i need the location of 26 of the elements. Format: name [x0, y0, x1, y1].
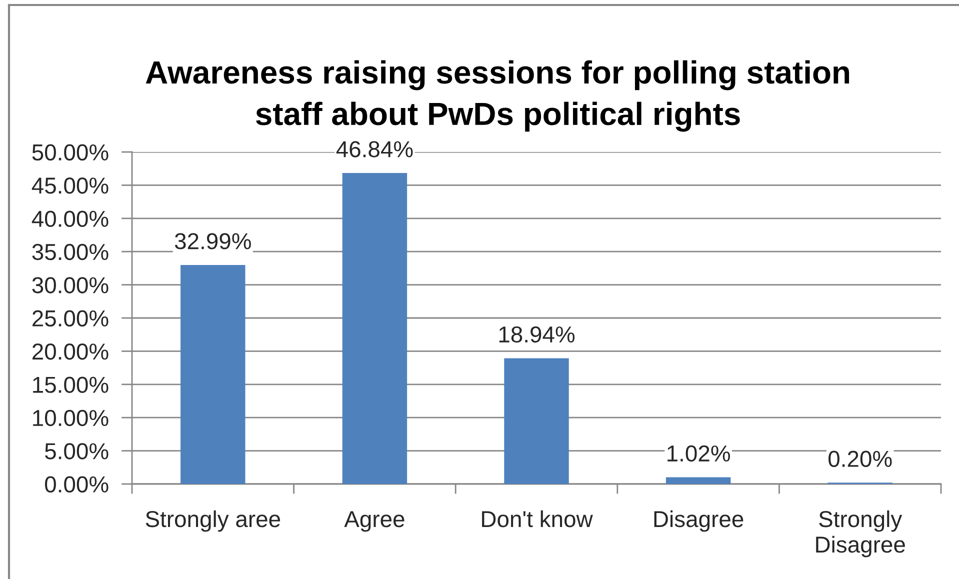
data-label: 46.84%	[336, 141, 413, 158]
chart-title: Awareness raising sessions for polling station staff about PwDs political rights	[146, 60, 850, 132]
x-tick-label: Strongly aree	[146, 510, 280, 532]
data-label: 1.02%	[668, 445, 730, 462]
y-tick-label: 5.00%	[45, 443, 108, 460]
x-tick-label: Disagree	[654, 510, 744, 532]
x-tick-label: Agree	[344, 511, 404, 532]
y-tick-label: 0.00%	[45, 476, 108, 493]
bar	[666, 477, 731, 484]
y-tick-label: 15.00%	[33, 376, 108, 393]
y-tick-label: 45.00%	[32, 178, 108, 194]
data-label: 18.94%	[499, 326, 575, 343]
y-tick-label: 20.00%	[32, 344, 108, 360]
y-tick-label: 25.00%	[32, 310, 108, 327]
y-tick-label: 30.00%	[32, 277, 108, 294]
bar	[180, 264, 246, 484]
y-tick-label: 35.00%	[32, 244, 108, 260]
data-label: 0.20%	[828, 450, 892, 468]
y-tick-label: 10.00%	[33, 410, 108, 426]
bar	[342, 172, 408, 484]
bar	[504, 358, 569, 484]
x-tick-label: Strongly Disagree	[816, 510, 905, 558]
x-tick-label: Don't know	[482, 510, 593, 528]
y-tick-label: 50.00%	[32, 144, 108, 161]
y-tick-label: 40.00%	[32, 210, 108, 227]
data-label: 32.99%	[174, 233, 251, 250]
